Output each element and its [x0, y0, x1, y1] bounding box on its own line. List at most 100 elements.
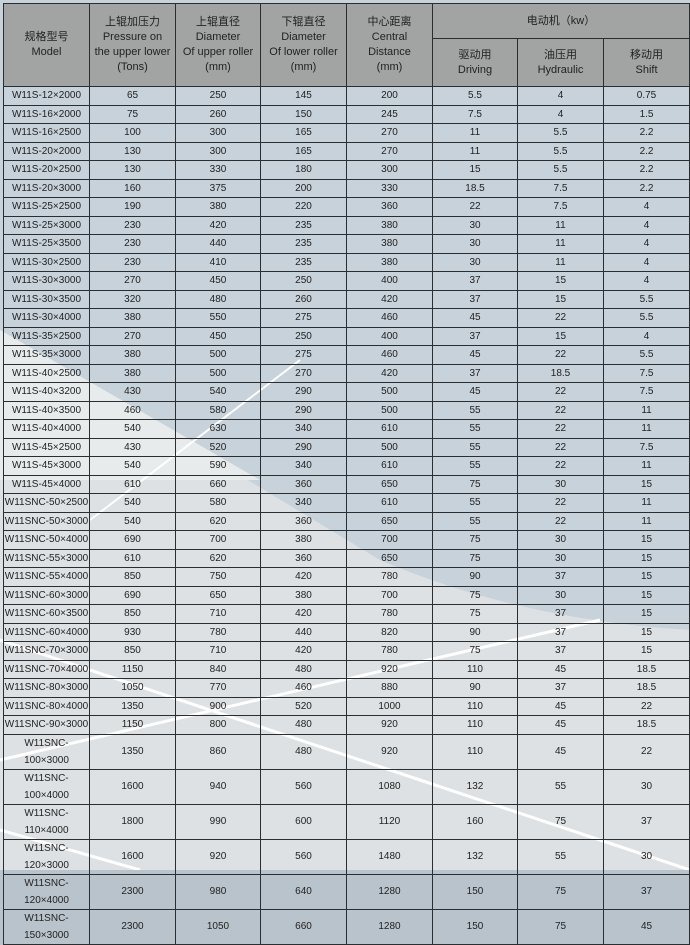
header-upper-unit: (mm) [205, 61, 231, 73]
cell-upper-diameter: 710 [175, 604, 261, 624]
cell-hydraulic: 22 [517, 419, 604, 439]
cell-model: W11S-25×3000 [3, 215, 90, 235]
header-lower-zh: 下辊直径 [281, 16, 326, 28]
cell-lower-diameter: 600 [260, 803, 347, 840]
cell-upper-diameter: 330 [175, 160, 261, 180]
header-pressure-unit: (Tons) [117, 61, 148, 73]
cell-shift: 5.5 [602, 308, 690, 328]
header-upper-diameter: 上辊直径 Diameter Of upper roller (mm) [175, 3, 261, 87]
cell-lower-diameter: 480 [260, 715, 347, 735]
cell-central-distance: 460 [346, 308, 433, 328]
table-row: W11SNC-120×4000 2300 980 640 1280 150 75 37 [3, 873, 690, 910]
cell-shift: 15 [602, 548, 690, 568]
header-upper-en2: Of upper roller [182, 46, 254, 58]
cell-upper-diameter: 1050 [175, 908, 261, 945]
cell-model: W11SNC-80×4000 [3, 696, 90, 716]
cell-hydraulic: 45 [517, 659, 604, 679]
cell-pressure: 130 [89, 141, 176, 161]
cell-upper-diameter: 780 [175, 622, 261, 642]
cell-central-distance: 880 [346, 678, 433, 698]
cell-pressure: 690 [89, 530, 176, 550]
cell-lower-diameter: 165 [260, 141, 347, 161]
cell-pressure: 1150 [89, 715, 176, 735]
header-shift: 移动用 Shift [602, 38, 690, 87]
cell-upper-diameter: 540 [175, 382, 261, 402]
cell-central-distance: 270 [346, 123, 433, 143]
cell-shift: 15 [602, 641, 690, 661]
cell-upper-diameter: 900 [175, 696, 261, 716]
header-pressure-en2: the upper lower [94, 46, 171, 58]
table-row: W11S-30×3500 320 480 260 420 37 15 5.5 [3, 289, 690, 309]
cell-upper-diameter: 990 [175, 803, 261, 840]
cell-lower-diameter: 290 [260, 400, 347, 420]
cell-central-distance: 380 [346, 252, 433, 272]
cell-hydraulic: 30 [517, 474, 604, 494]
table-row: W11S-25×2500 190 380 220 360 22 7.5 4 [3, 197, 690, 217]
cell-hydraulic: 7.5 [517, 178, 604, 198]
cell-lower-diameter: 380 [260, 585, 347, 605]
cell-model: W11SNC-50×4000 [3, 530, 90, 550]
cell-upper-diameter: 550 [175, 308, 261, 328]
cell-lower-diameter: 145 [260, 86, 347, 106]
cell-hydraulic: 22 [517, 345, 604, 365]
cell-hydraulic: 22 [517, 400, 604, 420]
cell-driving: 37 [432, 271, 518, 291]
cell-model: W11S-16×2500 [3, 123, 90, 143]
cell-model: W11S-30×2500 [3, 252, 90, 272]
cell-shift: 15 [602, 585, 690, 605]
cell-pressure: 100 [89, 123, 176, 143]
cell-upper-diameter: 480 [175, 289, 261, 309]
cell-lower-diameter: 250 [260, 326, 347, 346]
cell-model: W11SNC-50×3000 [3, 511, 90, 531]
cell-lower-diameter: 560 [260, 838, 347, 875]
cell-lower-diameter: 270 [260, 363, 347, 383]
cell-upper-diameter: 440 [175, 234, 261, 254]
header-shift-en: Shift [635, 63, 658, 76]
cell-driving: 45 [432, 308, 518, 328]
cell-driving: 75 [432, 548, 518, 568]
cell-upper-diameter: 500 [175, 345, 261, 365]
cell-pressure: 1150 [89, 659, 176, 679]
cell-upper-diameter: 420 [175, 215, 261, 235]
cell-driving: 30 [432, 215, 518, 235]
cell-lower-diameter: 660 [260, 908, 347, 945]
cell-model: W11S-40×2500 [3, 363, 90, 383]
cell-upper-diameter: 800 [175, 715, 261, 735]
cell-hydraulic: 15 [517, 271, 604, 291]
cell-pressure: 610 [89, 548, 176, 568]
cell-shift: 37 [602, 803, 690, 840]
cell-driving: 55 [432, 400, 518, 420]
cell-model: W11SNC-60×3000 [3, 585, 90, 605]
table-row: W11S-40×3500 460 580 290 500 55 22 11 [3, 400, 690, 420]
cell-driving: 15 [432, 160, 518, 180]
cell-lower-diameter: 165 [260, 123, 347, 143]
cell-lower-diameter: 340 [260, 493, 347, 513]
cell-hydraulic: 4 [517, 104, 604, 124]
cell-lower-diameter: 420 [260, 567, 347, 587]
cell-driving: 5.5 [432, 86, 518, 106]
cell-hydraulic: 37 [517, 622, 604, 642]
cell-central-distance: 650 [346, 548, 433, 568]
cell-model: W11S-35×3000 [3, 345, 90, 365]
cell-upper-diameter: 450 [175, 326, 261, 346]
cell-hydraulic: 75 [517, 873, 604, 910]
table-body: W11S-12×2000 65 250 145 200 5.5 4 0.75 W11S-16×2… [3, 86, 690, 945]
cell-hydraulic: 11 [517, 215, 604, 235]
cell-hydraulic: 75 [517, 803, 604, 840]
cell-driving: 75 [432, 641, 518, 661]
cell-model: W11S-20×2000 [3, 141, 90, 161]
cell-driving: 75 [432, 530, 518, 550]
cell-central-distance: 650 [346, 474, 433, 494]
cell-driving: 110 [432, 733, 518, 770]
cell-pressure: 2300 [89, 873, 176, 910]
cell-model: W11S-30×3500 [3, 289, 90, 309]
cell-shift: 22 [602, 696, 690, 716]
cell-shift: 18.5 [602, 715, 690, 735]
cell-lower-diameter: 560 [260, 768, 347, 805]
header-hydraulic-zh: 油压用 [544, 48, 577, 61]
cell-driving: 132 [432, 768, 518, 805]
cell-upper-diameter: 375 [175, 178, 261, 198]
cell-model: W11S-40×3500 [3, 400, 90, 420]
cell-pressure: 65 [89, 86, 176, 106]
cell-driving: 75 [432, 474, 518, 494]
